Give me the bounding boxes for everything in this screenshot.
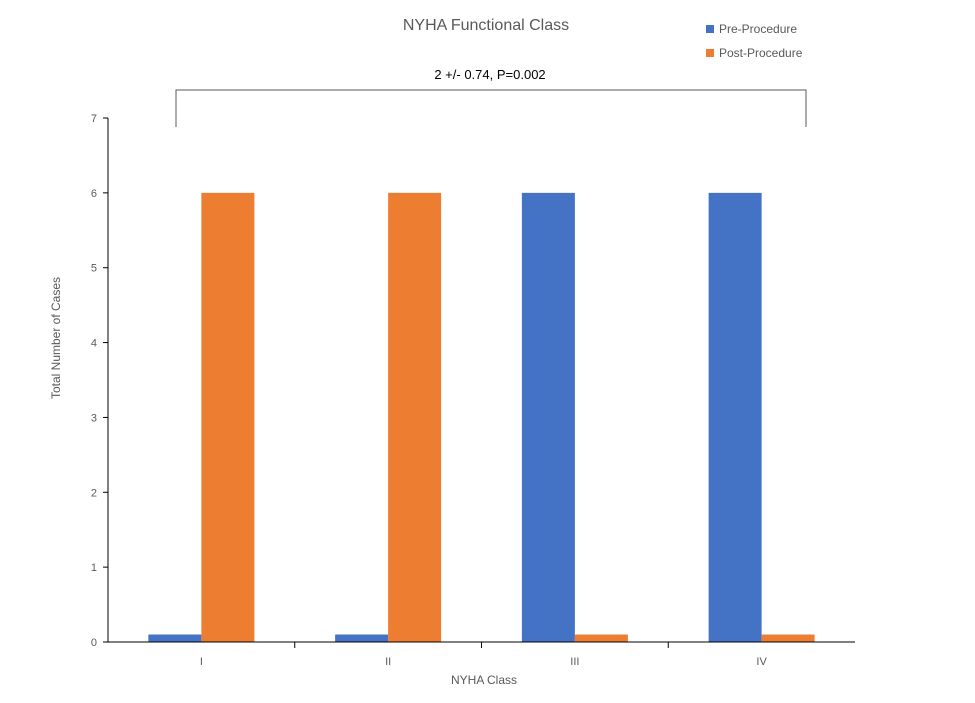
legend: Pre-Procedure Post-Procedure [706, 22, 803, 60]
y-axis-label: Total Number of Cases [49, 277, 63, 399]
bar-pre-procedure-iii [521, 192, 575, 642]
x-ticks: I II III IV [200, 642, 767, 668]
bar-pre-procedure-i [148, 634, 202, 642]
x-tick-label: III [570, 656, 579, 668]
x-tick-label: II [385, 656, 391, 668]
bar-pre-procedure-ii [335, 634, 389, 642]
bar-pre-procedure-iv [708, 192, 762, 642]
significance-bracket [175, 89, 807, 127]
legend-label-post: Post-Procedure [719, 46, 803, 60]
bar-post-procedure-iii [574, 634, 628, 642]
y-tick-label: 4 [91, 338, 97, 350]
y-tick-label: 5 [91, 263, 97, 275]
bar-post-procedure-i [201, 192, 255, 642]
y-tick-label: 6 [91, 188, 97, 200]
legend-label-pre: Pre-Procedure [719, 22, 797, 36]
bar-post-procedure-ii [388, 192, 442, 642]
y-ticks: 0 1 2 3 4 5 6 7 [91, 113, 108, 649]
y-tick-label: 0 [91, 637, 97, 649]
bar-post-procedure-iv [761, 634, 815, 642]
y-tick-label: 1 [91, 562, 97, 574]
legend-swatch-pre [706, 25, 714, 33]
y-tick-label: 7 [91, 113, 97, 125]
x-tick-label: I [200, 656, 203, 668]
y-tick-label: 2 [91, 487, 97, 499]
chart-title: NYHA Functional Class [403, 17, 569, 34]
x-tick-label: IV [756, 656, 767, 668]
y-tick-label: 3 [91, 412, 97, 424]
x-axis-label: NYHA Class [451, 673, 517, 687]
bars [148, 192, 815, 642]
significance-annotation: 2 +/- 0.74, P=0.002 [434, 67, 545, 82]
legend-swatch-post [706, 49, 714, 57]
